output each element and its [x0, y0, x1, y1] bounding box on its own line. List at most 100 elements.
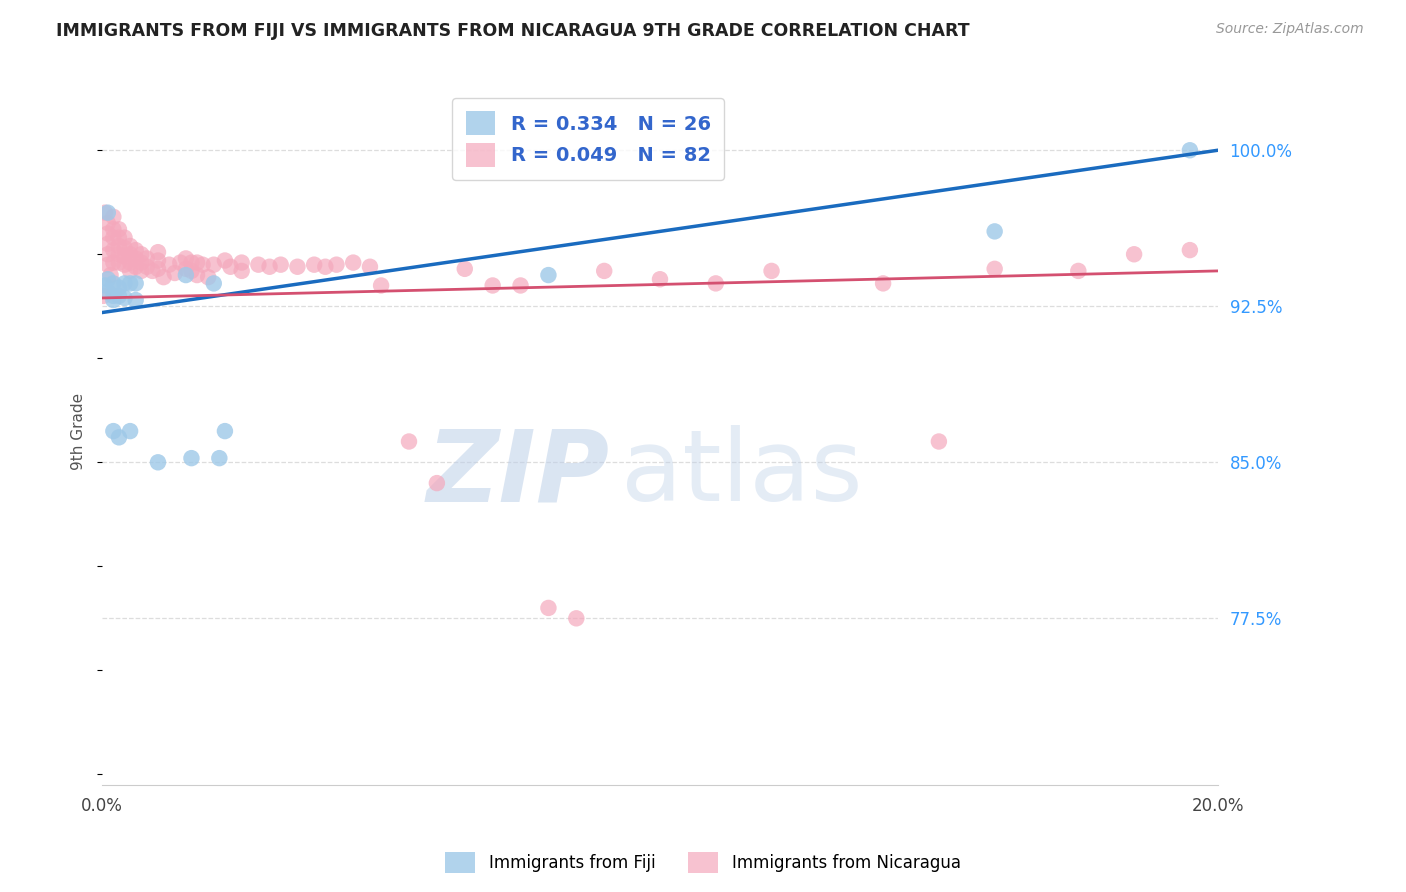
- Point: [103, 243, 125, 257]
- Point: [103, 289, 125, 303]
- Point: [481, 278, 503, 293]
- Point: [97, 272, 120, 286]
- Point: [1123, 247, 1146, 261]
- Point: [120, 264, 142, 278]
- Point: [141, 264, 163, 278]
- Point: [103, 424, 125, 438]
- Point: [359, 260, 381, 274]
- Point: [114, 249, 136, 263]
- Point: [398, 434, 420, 449]
- Point: [108, 230, 131, 244]
- Point: [180, 264, 202, 278]
- Point: [146, 253, 169, 268]
- Point: [91, 289, 114, 303]
- Point: [1178, 243, 1201, 257]
- Point: [108, 255, 131, 269]
- Point: [125, 293, 148, 307]
- Point: [125, 277, 148, 291]
- Point: [108, 430, 131, 444]
- Point: [186, 255, 208, 269]
- Text: Source: ZipAtlas.com: Source: ZipAtlas.com: [1216, 22, 1364, 37]
- Point: [120, 424, 142, 438]
- Point: [108, 239, 131, 253]
- Point: [537, 601, 560, 615]
- Point: [1067, 264, 1090, 278]
- Point: [120, 239, 142, 253]
- Point: [704, 277, 727, 291]
- Point: [108, 222, 131, 236]
- Point: [872, 277, 894, 291]
- Point: [108, 280, 131, 294]
- Point: [146, 455, 169, 469]
- Point: [146, 245, 169, 260]
- Point: [342, 255, 364, 269]
- Point: [97, 227, 120, 241]
- Point: [108, 289, 131, 303]
- Text: ZIP: ZIP: [427, 425, 610, 522]
- Point: [114, 230, 136, 244]
- Point: [125, 252, 148, 266]
- Point: [928, 434, 950, 449]
- Point: [97, 216, 120, 230]
- Point: [208, 451, 231, 466]
- Point: [125, 260, 148, 274]
- Point: [174, 252, 197, 266]
- Point: [219, 260, 242, 274]
- Point: [287, 260, 309, 274]
- Point: [370, 278, 392, 293]
- Point: [97, 258, 120, 272]
- Point: [129, 247, 152, 261]
- Text: atlas: atlas: [621, 425, 862, 522]
- Point: [174, 261, 197, 276]
- Point: [593, 264, 616, 278]
- Point: [94, 278, 117, 293]
- Point: [174, 268, 197, 282]
- Point: [152, 270, 174, 285]
- Point: [314, 260, 336, 274]
- Point: [983, 261, 1005, 276]
- Point: [325, 258, 347, 272]
- Point: [426, 476, 449, 491]
- Point: [94, 205, 117, 219]
- Point: [537, 268, 560, 282]
- Point: [114, 241, 136, 255]
- Point: [761, 264, 783, 278]
- Point: [202, 277, 225, 291]
- Point: [214, 424, 236, 438]
- Point: [97, 247, 120, 261]
- Point: [125, 243, 148, 257]
- Point: [191, 258, 214, 272]
- Point: [103, 230, 125, 244]
- Point: [186, 268, 208, 282]
- Legend: R = 0.334   N = 26, R = 0.049   N = 82: R = 0.334 N = 26, R = 0.049 N = 82: [453, 98, 724, 180]
- Point: [135, 260, 157, 274]
- Point: [120, 255, 142, 269]
- Point: [103, 277, 125, 291]
- Point: [97, 205, 120, 219]
- Point: [146, 261, 169, 276]
- Point: [231, 264, 253, 278]
- Point: [135, 252, 157, 266]
- Point: [129, 264, 152, 278]
- Point: [100, 268, 122, 282]
- Point: [163, 266, 186, 280]
- Legend: Immigrants from Fiji, Immigrants from Nicaragua: Immigrants from Fiji, Immigrants from Ni…: [439, 846, 967, 880]
- Point: [114, 258, 136, 272]
- Point: [648, 272, 671, 286]
- Point: [454, 261, 477, 276]
- Point: [180, 451, 202, 466]
- Point: [302, 258, 325, 272]
- Point: [1178, 143, 1201, 157]
- Point: [509, 278, 531, 293]
- Point: [270, 258, 292, 272]
- Point: [103, 222, 125, 236]
- Point: [983, 224, 1005, 238]
- Point: [157, 258, 180, 272]
- Text: IMMIGRANTS FROM FIJI VS IMMIGRANTS FROM NICARAGUA 9TH GRADE CORRELATION CHART: IMMIGRANTS FROM FIJI VS IMMIGRANTS FROM …: [56, 22, 970, 40]
- Point: [202, 258, 225, 272]
- Point: [565, 611, 588, 625]
- Point: [247, 258, 270, 272]
- Point: [120, 277, 142, 291]
- Point: [180, 255, 202, 269]
- Point: [103, 293, 125, 307]
